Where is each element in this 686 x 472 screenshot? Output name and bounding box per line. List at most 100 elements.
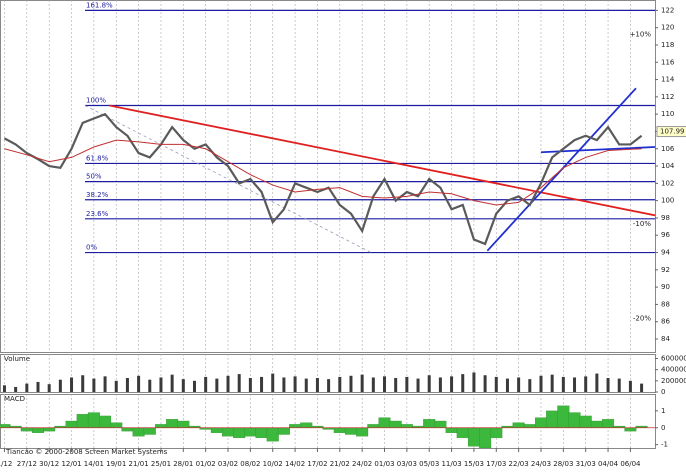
- y-tick-label: 98: [661, 214, 670, 222]
- bar: [99, 415, 112, 428]
- bar: [628, 380, 632, 392]
- x-tick-label: 24/03: [531, 460, 551, 468]
- bar: [271, 373, 275, 392]
- bar: [557, 405, 570, 428]
- bar: [244, 427, 257, 437]
- x-tick-label: 22/03: [509, 460, 529, 468]
- fib-label: 161.8%: [86, 1, 113, 9]
- bar: [277, 427, 290, 435]
- y-tick-label: 96: [661, 231, 670, 239]
- bar: [137, 375, 141, 392]
- price-line: [3, 112, 643, 246]
- x-tick-label: 27/12: [17, 460, 37, 468]
- bar: [573, 377, 577, 392]
- bar: [204, 376, 208, 392]
- x-tick-label: 21/01: [129, 460, 149, 468]
- x-tick-label: 15/03: [464, 460, 484, 468]
- bar: [535, 417, 547, 428]
- bar: [523, 424, 536, 428]
- y-tick-label: 0: [661, 424, 665, 432]
- bar: [58, 379, 62, 392]
- fib-label: 61.8%: [86, 154, 109, 162]
- bar: [450, 376, 454, 392]
- bar: [92, 378, 96, 392]
- x-tick-label: 17/02: [307, 460, 327, 468]
- bar: [32, 427, 44, 433]
- copyright: Tiancao © 2000-2008 Screen Market System…: [5, 448, 168, 456]
- bar: [192, 380, 196, 392]
- bar: [367, 424, 380, 428]
- y-tick-label: 84: [661, 335, 670, 343]
- bar: [248, 378, 252, 392]
- bar: [356, 427, 369, 437]
- annotation: -20%: [633, 314, 651, 322]
- annotation: +10%: [630, 31, 652, 39]
- bar: [121, 427, 134, 432]
- fib-label: 100%: [86, 97, 106, 105]
- y-tick-label: 90: [661, 283, 670, 291]
- bar: [0, 424, 11, 428]
- bar: [81, 375, 85, 392]
- plot: [2, 354, 644, 392]
- bar: [114, 380, 118, 392]
- bar: [43, 427, 56, 432]
- bar: [640, 383, 644, 392]
- y-tick-label: 102: [661, 179, 674, 187]
- x-tick-label: 01/02: [196, 460, 216, 468]
- x-tick-label: 14/01: [84, 460, 104, 468]
- bar: [255, 427, 268, 439]
- x-tick-label: 14/02: [285, 460, 305, 468]
- bar: [70, 377, 74, 392]
- bar: [546, 410, 559, 428]
- plot: [0, 394, 655, 448]
- annotation: -10%: [633, 220, 651, 228]
- x-tick-label: 03/02: [218, 460, 238, 468]
- bar: [110, 422, 123, 428]
- bar: [25, 383, 29, 392]
- bar: [371, 377, 375, 392]
- bar: [456, 427, 469, 439]
- bar: [143, 427, 156, 435]
- bar: [617, 378, 621, 392]
- bar: [87, 412, 100, 428]
- bar: [282, 377, 286, 392]
- y-tick-label: 104: [661, 162, 675, 170]
- bar: [260, 376, 264, 392]
- bar: [65, 420, 78, 428]
- bar: [624, 427, 637, 432]
- last-price-box: [656, 126, 686, 138]
- bar: [14, 386, 18, 392]
- bar: [512, 422, 525, 428]
- x-tick-label: 12/01: [61, 460, 81, 468]
- bar: [438, 377, 442, 392]
- bar: [2, 385, 6, 392]
- bar: [517, 377, 521, 392]
- bar: [266, 427, 279, 442]
- bar: [472, 372, 476, 392]
- bar: [293, 376, 297, 392]
- bar: [170, 374, 174, 392]
- bar: [528, 379, 532, 392]
- bar: [300, 422, 313, 428]
- bar: [166, 419, 179, 428]
- x-tick-label: 24/02: [352, 460, 372, 468]
- x-tick-label: 03/03: [397, 460, 417, 468]
- bar: [333, 427, 346, 433]
- x-tick-label: 28/03: [553, 460, 573, 468]
- bar: [210, 427, 223, 433]
- bar: [606, 378, 610, 392]
- bar: [590, 420, 603, 428]
- y-tick-label: 120: [661, 24, 674, 32]
- bar: [490, 427, 503, 439]
- bar: [315, 378, 319, 392]
- bar: [338, 376, 342, 392]
- fib-label: 23.6%: [86, 210, 109, 218]
- bar: [237, 374, 241, 392]
- bar: [467, 427, 480, 447]
- bar: [47, 384, 51, 392]
- y-tick-label: 0: [661, 388, 665, 396]
- bar: [405, 376, 409, 392]
- bar: [389, 420, 402, 428]
- fib-label: 0%: [86, 244, 97, 252]
